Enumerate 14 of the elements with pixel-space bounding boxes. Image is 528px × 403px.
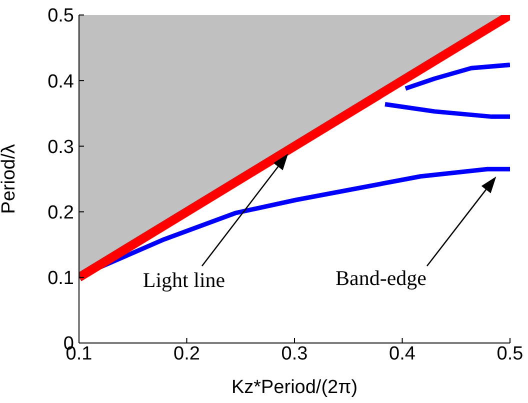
y-axis-title: Period/λ [0, 144, 20, 214]
annotation: Light line [142, 268, 226, 292]
y-tick-label: 0.2 [48, 202, 74, 224]
y-tick-label: 0.3 [48, 136, 74, 158]
y-tick-label: 0.1 [48, 268, 74, 290]
y-tick-label: 0.5 [48, 6, 74, 27]
y-tick-label: 0.4 [48, 71, 74, 92]
line-series [403, 62, 510, 91]
x-tick-label: 0.5 [496, 343, 524, 364]
x-axis-title: Kz*Period/(2π) [231, 377, 358, 398]
x-tick-label: 0.2 [174, 343, 200, 364]
annotation: Band-edge [336, 266, 426, 290]
x-tick-label: 0.4 [389, 343, 416, 364]
x-tick-label: 0.3 [281, 343, 308, 364]
